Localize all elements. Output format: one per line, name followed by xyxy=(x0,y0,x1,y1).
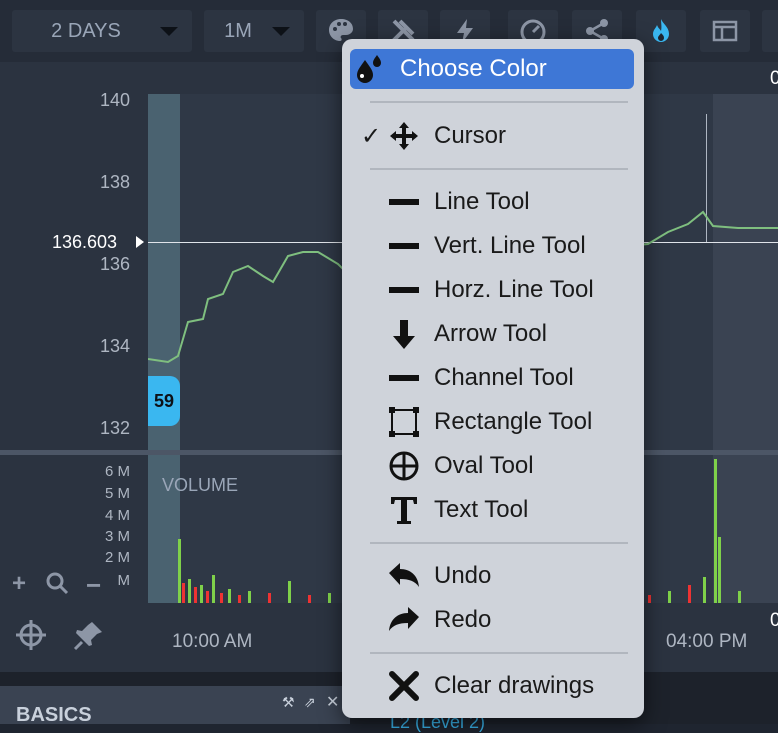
layout-icon xyxy=(712,20,738,42)
volume-tick: 3 M xyxy=(104,528,130,545)
basics-header xyxy=(0,686,350,724)
volume-tick: 4 M xyxy=(104,507,130,524)
menu-separator xyxy=(370,101,628,103)
line-icon xyxy=(384,228,424,264)
price-tick: 134 xyxy=(99,336,130,356)
more-button[interactable] xyxy=(762,10,778,52)
menu-item-label: Clear drawings xyxy=(434,672,595,699)
price-tick: 140 xyxy=(99,90,130,110)
menu-separator xyxy=(370,542,628,544)
volume-premarket-shade xyxy=(148,455,180,603)
chevron-down-icon xyxy=(160,26,178,36)
interval-dropdown[interactable]: 1M xyxy=(204,10,304,52)
menu-item-label: Channel Tool xyxy=(434,364,574,391)
move-cursor-icon xyxy=(384,118,424,154)
text-t-icon xyxy=(384,492,424,528)
flame-button[interactable] xyxy=(636,10,686,52)
menu-item-arrow-tool[interactable]: Arrow Tool xyxy=(384,314,668,354)
interval-label: 1M xyxy=(224,19,252,42)
menu-item-label: Redo xyxy=(434,606,492,633)
pin-button[interactable] xyxy=(72,618,106,657)
edge-label: 0 xyxy=(770,68,778,89)
popout-icon[interactable]: ⇗ xyxy=(304,694,316,710)
rectangle-icon xyxy=(384,404,424,440)
menu-separator xyxy=(370,168,628,170)
current-price-label: 136.603 xyxy=(52,232,118,252)
menu-item-label: Horz. Line Tool xyxy=(434,276,594,303)
layout-button[interactable] xyxy=(700,10,750,52)
palette-icon xyxy=(329,19,353,41)
price-marker-icon xyxy=(136,236,144,248)
menu-item-redo[interactable]: Redo xyxy=(384,600,668,640)
check-mark-icon: ✓ xyxy=(360,122,382,150)
zoom-in-icon[interactable]: + xyxy=(12,570,27,597)
menu-item-label: Cursor xyxy=(434,122,507,149)
price-series xyxy=(148,210,778,364)
time-label: 04:00 PM xyxy=(666,631,748,652)
zoom-magnifier-icon[interactable] xyxy=(44,570,70,601)
menu-item-text-tool[interactable]: Text Tool xyxy=(384,490,668,530)
menu-item-label: Choose Color xyxy=(400,55,547,82)
afterhours-shade xyxy=(713,94,778,452)
redo-icon xyxy=(384,602,424,638)
menu-separator xyxy=(370,652,628,654)
range-label: 2 DAYS xyxy=(51,19,121,42)
price-tick: 138 xyxy=(99,172,130,192)
line-icon xyxy=(384,360,424,396)
x-icon xyxy=(384,668,424,704)
close-icon[interactable]: ✕ xyxy=(326,694,340,711)
volume-tick: 2 M xyxy=(104,549,130,566)
line-icon xyxy=(384,272,424,308)
menu-item-undo[interactable]: Undo xyxy=(384,556,668,596)
volume-bars xyxy=(178,459,741,603)
menu-item-oval-tool[interactable]: Oval Tool xyxy=(384,446,668,486)
menu-item-clear-drawings[interactable]: Clear drawings xyxy=(384,666,668,706)
menu-item-vert-line-tool[interactable]: Vert. Line Tool xyxy=(384,226,668,266)
pin-icon xyxy=(73,622,102,651)
section-title: BASICS xyxy=(16,704,92,726)
range-dropdown[interactable]: 2 DAYS xyxy=(12,10,192,52)
spike-line xyxy=(706,114,707,242)
crosshair-button[interactable] xyxy=(14,618,48,657)
line-icon xyxy=(384,184,424,220)
undo-icon xyxy=(384,558,424,594)
menu-item-line-tool[interactable]: Line Tool xyxy=(384,182,668,222)
arrow-down-icon xyxy=(384,316,424,352)
menu-item-label: Vert. Line Tool xyxy=(434,232,586,259)
menu-item-label: Oval Tool xyxy=(434,452,534,479)
time-label: 10:00 AM xyxy=(172,631,253,652)
volume-title: VOLUME xyxy=(162,475,239,495)
edge-label: 0 xyxy=(770,610,778,631)
volume-tick: 6 M xyxy=(104,463,130,480)
wrench-icon[interactable]: ⚒ xyxy=(282,694,295,710)
drawing-tools-menu: Choose Color ✓ Cursor Line Tool Vert. Li… xyxy=(342,39,644,718)
flame-icon xyxy=(653,19,669,42)
menu-item-horz-line-tool[interactable]: Horz. Line Tool xyxy=(384,270,668,310)
crosshair-icon xyxy=(16,620,46,650)
menu-item-rectangle-tool[interactable]: Rectangle Tool xyxy=(384,402,668,442)
zoom-out-icon[interactable]: − xyxy=(86,570,102,600)
menu-item-label: Undo xyxy=(434,562,492,589)
menu-item-cursor[interactable]: ✓ Cursor xyxy=(358,116,642,156)
price-badge: 59 xyxy=(148,376,180,426)
volume-afterhours-shade xyxy=(713,455,778,603)
menu-item-label: Line Tool xyxy=(434,188,530,215)
menu-item-channel-tool[interactable]: Channel Tool xyxy=(384,358,668,398)
volume-tick: 5 M xyxy=(104,485,130,502)
chevron-down-icon xyxy=(272,26,290,36)
menu-item-label: Text Tool xyxy=(434,496,529,523)
wrench-icon xyxy=(391,19,415,43)
price-tick: 132 xyxy=(99,418,130,438)
menu-item-choose-color[interactable]: Choose Color xyxy=(350,49,634,89)
volume-tick: M xyxy=(117,572,131,589)
crosshair-circle-icon xyxy=(384,448,424,484)
menu-item-label: Arrow Tool xyxy=(434,320,547,347)
price-tick: 136 xyxy=(99,254,130,274)
ink-drops-icon xyxy=(350,51,390,87)
lightning-icon xyxy=(457,19,473,43)
menu-item-label: Rectangle Tool xyxy=(434,408,593,435)
